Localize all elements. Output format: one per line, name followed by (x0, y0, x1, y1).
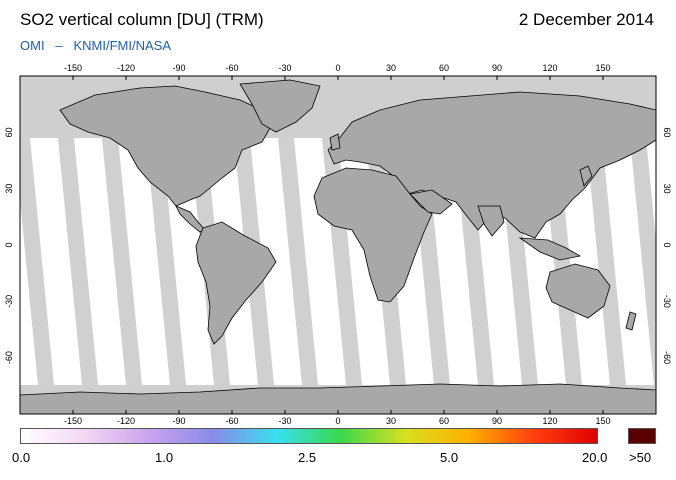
source-separator: – (55, 38, 63, 53)
lon-tick-label-top: 60 (439, 63, 449, 73)
greenland (239, 79, 321, 133)
lon-tick-label-bottom: -30 (278, 416, 291, 426)
lat-tick-label-left: 30 (4, 184, 14, 194)
lon-tick-label-bottom: 90 (492, 416, 502, 426)
lat-tick-label-right: -30 (662, 295, 672, 308)
lon-tick-label-bottom: 150 (595, 416, 610, 426)
colorbar-gradient (20, 428, 598, 444)
orbit-gap-swath (146, 138, 186, 385)
south-america (195, 221, 277, 345)
lat-tick-label-left: 0 (4, 242, 14, 247)
lat-tick-label-right: 0 (662, 242, 672, 247)
lat-tick-label-left: -60 (4, 351, 14, 364)
lon-tick-label-top: 120 (542, 63, 557, 73)
japan (579, 165, 593, 187)
colorbar-overflow-swatch (628, 428, 656, 444)
lon-tick-label-top: 150 (595, 63, 610, 73)
source-agencies: KNMI/FMI/NASA (73, 38, 171, 53)
antarctica (20, 383, 656, 414)
australia (545, 263, 611, 319)
map-ticks: -150 -150 -120 -120 -90 -90 -60 -60 -30 -30 0 0 30 30… (4, 63, 672, 426)
colorbar-label-4: 20.0 (582, 450, 608, 465)
map-title: SO2 vertical column [DU] (TRM) (20, 10, 264, 29)
lon-tick-label-bottom: 120 (542, 416, 557, 426)
lat-tick-label-left: -30 (4, 295, 14, 308)
lon-tick-label-bottom: -90 (172, 416, 185, 426)
lon-tick-label-bottom: -150 (64, 416, 82, 426)
lon-tick-label-bottom: -120 (117, 416, 135, 426)
southeast-asia-islands (518, 237, 582, 261)
colorbar-label-3: 5.0 (440, 450, 459, 465)
continents (20, 79, 656, 414)
lon-tick-label-top: -120 (117, 63, 135, 73)
lon-tick-label-top: -150 (64, 63, 82, 73)
data-source-credit: OMI – KNMI/FMI/NASA (20, 38, 171, 53)
lat-tick-label-left: 60 (4, 127, 14, 137)
lon-tick-label-bottom: 60 (439, 416, 449, 426)
lon-tick-label-bottom: -60 (225, 416, 238, 426)
orbit-gap-swath (630, 138, 656, 385)
map-date: 2 December 2014 (518, 10, 654, 29)
lon-tick-label-top: 90 (492, 63, 502, 73)
europe-asia (327, 91, 656, 239)
lon-tick-label-top: -90 (172, 63, 185, 73)
orbit-gap-swath (102, 138, 142, 385)
lat-tick-label-right: 30 (662, 184, 672, 194)
colorbar-label-1: 1.0 (155, 450, 174, 465)
lon-tick-label-bottom: 0 (335, 416, 340, 426)
map-plot-area (20, 76, 656, 414)
orbit-gap-swath (58, 138, 98, 385)
orbit-gap-swath (278, 138, 318, 385)
colorbar-label-2: 2.5 (298, 450, 317, 465)
india (477, 205, 505, 237)
lon-tick-label-top: 30 (386, 63, 396, 73)
lat-tick-label-right: -60 (662, 351, 672, 364)
lon-tick-label-top: -60 (225, 63, 238, 73)
orbit-gap-swath (586, 138, 626, 385)
lon-tick-label-top: -30 (278, 63, 291, 73)
arabia (409, 189, 453, 215)
new-zealand (625, 311, 637, 331)
source-instrument: OMI (20, 38, 45, 53)
lon-tick-label-bottom: 30 (386, 416, 396, 426)
north-america (59, 85, 271, 207)
colorbar-label-0: 0.0 (12, 450, 31, 465)
africa (313, 167, 433, 303)
uk (329, 133, 341, 151)
orbit-gap-swath (20, 138, 54, 385)
lon-tick-label-top: 0 (335, 63, 340, 73)
colorbar-label-5: >50 (629, 450, 652, 465)
lat-tick-label-right: 60 (662, 127, 672, 137)
